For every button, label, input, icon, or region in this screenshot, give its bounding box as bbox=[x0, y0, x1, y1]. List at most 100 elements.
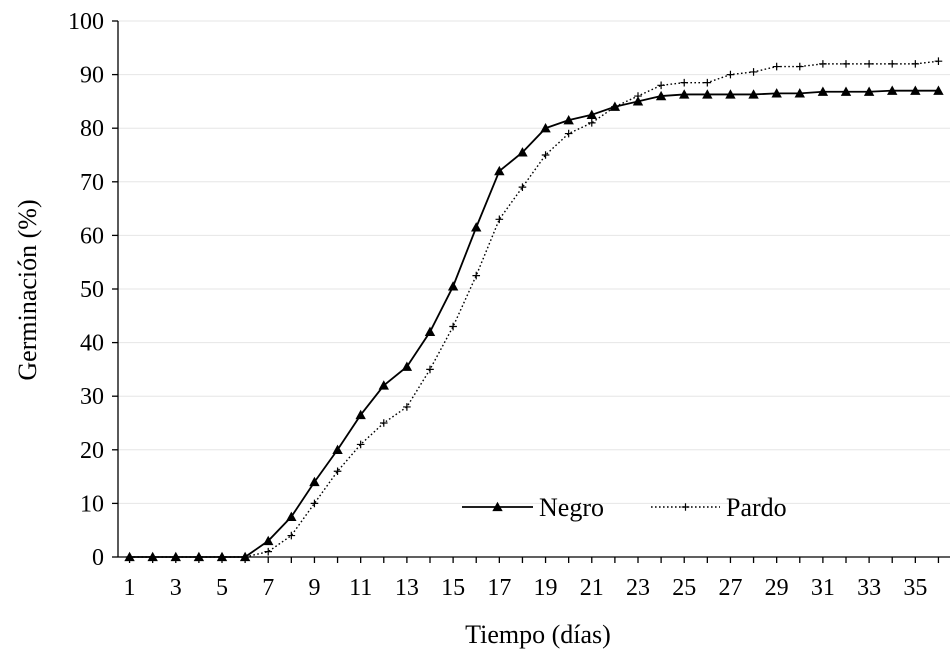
y-tick-label: 10 bbox=[80, 491, 104, 517]
point-pardo-day-30 bbox=[795, 62, 804, 71]
point-pardo-day-31 bbox=[819, 60, 827, 68]
x-tick-label: 31 bbox=[811, 575, 835, 601]
point-negro-day-34 bbox=[887, 85, 898, 95]
point-negro-day-16 bbox=[471, 222, 482, 232]
point-pardo-day-5 bbox=[218, 553, 226, 561]
x-tick-label: 21 bbox=[580, 575, 604, 601]
point-negro-day-26 bbox=[702, 89, 713, 99]
point-negro-day-14 bbox=[424, 326, 436, 337]
point-negro-day-11 bbox=[355, 409, 366, 420]
x-tick-label: 25 bbox=[672, 575, 696, 601]
point-pardo-day-25 bbox=[680, 78, 689, 87]
y-axis-ticks: 0 10 20 30 40 50 60 70 80 90 100 bbox=[68, 9, 118, 571]
point-pardo-day-24 bbox=[657, 81, 665, 90]
point-negro-day-28 bbox=[748, 89, 759, 99]
point-pardo-day-7 bbox=[264, 547, 273, 556]
legend-item-negro: Negro bbox=[462, 493, 604, 522]
y-tick-label: 50 bbox=[80, 277, 104, 303]
point-negro-day-18 bbox=[517, 147, 528, 157]
y-tick-label: 60 bbox=[80, 223, 104, 249]
y-tick-label: 0 bbox=[92, 545, 104, 571]
y-tick-label: 20 bbox=[80, 438, 104, 464]
x-tick-label: 23 bbox=[626, 575, 650, 601]
point-pardo-day-2 bbox=[148, 553, 157, 561]
point-negro-day-25 bbox=[679, 89, 690, 99]
x-tick-label: 15 bbox=[441, 575, 465, 601]
point-negro-day-23 bbox=[632, 96, 644, 106]
point-negro-day-35 bbox=[910, 85, 921, 95]
point-pardo-day-20 bbox=[564, 129, 573, 138]
point-negro-day-36 bbox=[933, 85, 944, 95]
x-axis-title: Tiempo (días) bbox=[465, 620, 611, 649]
point-pardo-day-4 bbox=[195, 553, 203, 561]
point-pardo-day-9 bbox=[310, 499, 319, 508]
x-axis-ticks: 1 3 5 7 9 11 13 15 17 19 21 23 25 27 29 31 33 35 bbox=[124, 557, 940, 601]
legend-label-negro: Negro bbox=[539, 493, 604, 522]
point-pardo-day-18 bbox=[518, 183, 527, 191]
y-tick-label: 40 bbox=[80, 331, 104, 357]
point-negro-day-30 bbox=[794, 88, 805, 98]
point-negro-day-8 bbox=[286, 511, 297, 521]
x-tick-label: 1 bbox=[124, 575, 136, 601]
point-negro-day-15 bbox=[447, 281, 459, 291]
y-tick-label: 100 bbox=[68, 9, 104, 35]
gridlines bbox=[118, 20, 950, 504]
x-tick-label: 27 bbox=[718, 575, 742, 601]
point-negro-day-17 bbox=[494, 165, 505, 176]
series-negro bbox=[124, 85, 944, 562]
point-negro-day-13 bbox=[401, 361, 413, 371]
point-negro-day-10 bbox=[332, 444, 343, 454]
point-pardo-day-26 bbox=[703, 78, 712, 87]
x-tick-label: 35 bbox=[903, 575, 927, 601]
point-negro-day-21 bbox=[586, 109, 597, 119]
point-pardo-day-28 bbox=[749, 68, 758, 76]
series-pardo bbox=[125, 57, 943, 561]
point-pardo-day-32 bbox=[842, 60, 850, 68]
legend-marker-pardo bbox=[681, 503, 690, 511]
point-negro-day-24 bbox=[655, 90, 667, 101]
series-layer bbox=[124, 57, 944, 562]
x-tick-label: 11 bbox=[349, 575, 372, 601]
point-pardo-day-36 bbox=[934, 57, 943, 65]
point-pardo-day-17 bbox=[495, 215, 504, 224]
point-pardo-day-21 bbox=[587, 119, 596, 127]
point-pardo-day-19 bbox=[541, 151, 550, 159]
x-tick-label: 7 bbox=[262, 575, 274, 601]
point-negro-day-29 bbox=[771, 88, 782, 98]
y-axis-title: Germinación (%) bbox=[13, 199, 42, 380]
x-tick-label: 5 bbox=[216, 575, 228, 601]
point-pardo-day-29 bbox=[772, 62, 781, 71]
legend: Negro Pardo bbox=[462, 493, 787, 522]
point-negro-day-7 bbox=[263, 535, 274, 546]
point-negro-day-27 bbox=[725, 89, 736, 99]
point-pardo-day-14 bbox=[426, 365, 434, 374]
x-tick-label: 9 bbox=[308, 575, 320, 601]
point-negro-day-9 bbox=[309, 476, 320, 487]
y-tick-label: 70 bbox=[80, 170, 104, 196]
point-pardo-day-3 bbox=[171, 553, 180, 561]
x-tick-label: 33 bbox=[857, 575, 881, 601]
point-pardo-day-33 bbox=[865, 60, 873, 68]
y-tick-label: 30 bbox=[80, 384, 104, 410]
point-pardo-day-11 bbox=[356, 440, 365, 449]
point-negro-day-12 bbox=[378, 380, 389, 390]
x-tick-label: 19 bbox=[534, 575, 558, 601]
legend-label-pardo: Pardo bbox=[726, 493, 787, 522]
point-pardo-day-13 bbox=[403, 403, 411, 411]
series-line-negro bbox=[129, 89, 939, 558]
legend-item-pardo: Pardo bbox=[651, 493, 787, 522]
point-pardo-day-22 bbox=[611, 102, 619, 111]
point-pardo-day-8 bbox=[287, 531, 296, 540]
point-pardo-day-10 bbox=[333, 467, 342, 476]
point-pardo-day-16 bbox=[472, 271, 481, 280]
y-tick-label: 80 bbox=[80, 116, 104, 142]
point-negro-day-20 bbox=[563, 114, 574, 125]
point-negro-day-32 bbox=[840, 86, 852, 96]
x-tick-label: 17 bbox=[487, 575, 511, 601]
point-pardo-day-34 bbox=[888, 60, 897, 68]
point-pardo-day-12 bbox=[379, 419, 388, 427]
y-tick-label: 90 bbox=[80, 63, 104, 89]
point-pardo-day-15 bbox=[449, 322, 457, 331]
point-pardo-day-35 bbox=[911, 60, 920, 68]
